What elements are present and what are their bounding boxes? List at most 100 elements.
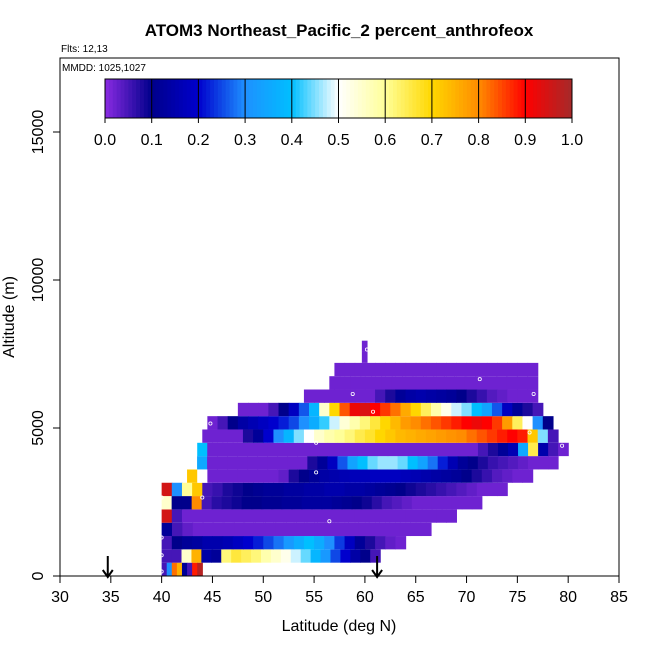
heatmap-cell	[248, 402, 259, 417]
colorbar-swatch	[322, 79, 328, 118]
heatmap-cell	[161, 482, 173, 497]
heatmap-cell	[456, 482, 468, 497]
heatmap-cell	[171, 482, 183, 497]
heatmap-cell	[415, 362, 427, 377]
colorbar-swatch	[350, 79, 355, 118]
heatmap-cell	[400, 402, 412, 417]
heatmap-cell	[360, 549, 371, 563]
heatmap-cell	[324, 536, 336, 550]
heatmap-cell	[369, 402, 381, 417]
heatmap-cell	[417, 442, 429, 457]
colorbar-swatch	[490, 79, 495, 118]
colorbar-swatch	[276, 79, 281, 118]
heatmap-cell	[389, 522, 401, 537]
heatmap-cell	[375, 362, 386, 377]
heatmap-cell	[187, 456, 198, 470]
heatmap-cell	[405, 509, 417, 523]
heatmap-cell	[288, 416, 300, 430]
colorbar-swatch	[182, 79, 188, 118]
heatmap-cell	[307, 442, 319, 457]
chart-title: ATOM3 Northeast_Pacific_2 percent_anthro…	[145, 21, 534, 40]
heatmap-cell	[391, 376, 403, 390]
colorbar-swatch	[284, 79, 289, 118]
heatmap-cell	[273, 509, 285, 523]
heatmap-cell	[461, 402, 473, 417]
heatmap-cell	[283, 509, 295, 523]
heatmap-cell	[527, 389, 539, 403]
heatmap-cell	[512, 416, 524, 430]
heatmap-cell	[334, 362, 346, 377]
heatmap-cell	[481, 402, 493, 417]
colorbar-swatch	[132, 79, 137, 118]
heatmap-cell	[437, 442, 449, 457]
heatmap-cell	[221, 549, 232, 563]
heatmap-cell	[248, 469, 259, 483]
heatmap-cell	[537, 456, 549, 470]
heatmap-cell	[212, 536, 224, 550]
heatmap-cell	[364, 362, 376, 377]
heatmap-cell	[471, 416, 483, 430]
heatmap-cell	[223, 522, 235, 537]
colorbar-tick-label: 0.0	[94, 132, 116, 149]
heatmap-cell	[423, 376, 435, 390]
colorbar-swatch	[287, 79, 293, 118]
colorbar-swatch	[155, 79, 160, 118]
heatmap-cell	[476, 362, 488, 377]
heatmap-cell	[381, 496, 393, 510]
heatmap-cell	[497, 456, 509, 470]
sample-point	[371, 409, 376, 414]
colorbar-swatch	[439, 79, 445, 118]
heatmap-cell	[375, 429, 386, 443]
heatmap-cell	[471, 496, 483, 510]
heatmap-cell	[253, 482, 264, 497]
colorbar-swatch	[478, 79, 483, 118]
heatmap-cell	[340, 549, 351, 563]
heatmap-cell	[271, 496, 283, 510]
heatmap-cell	[502, 416, 513, 430]
heatmap-cell	[283, 429, 295, 443]
heatmap-cell	[357, 456, 369, 470]
colorbar-swatch	[517, 79, 522, 118]
heatmap-cell	[451, 496, 463, 510]
heatmap-cell	[380, 416, 391, 430]
colorbar-swatch	[505, 79, 511, 118]
y-tick-label: 10000	[30, 258, 47, 303]
heatmap-cell	[241, 549, 252, 563]
heatmap-cell	[361, 351, 368, 363]
sample-points	[159, 347, 565, 574]
heatmap-cell	[241, 496, 253, 510]
colorbar-swatch	[315, 79, 320, 118]
heatmap-cell	[407, 456, 419, 470]
heatmap-cell	[324, 389, 336, 403]
heatmap-cell	[375, 509, 386, 523]
heatmap-cell	[437, 456, 449, 470]
colorbar-swatch	[447, 79, 452, 118]
heatmap-cell	[430, 469, 442, 483]
sample-point	[159, 553, 164, 558]
heatmap-cell	[368, 522, 380, 537]
heatmap-cell	[301, 496, 313, 510]
colorbar-swatch	[299, 79, 304, 118]
heatmap-cell	[354, 429, 366, 443]
heatmap-cell	[390, 469, 402, 483]
colorbar-swatch	[494, 79, 499, 118]
sample-point	[159, 535, 164, 540]
heatmap-cell	[467, 442, 479, 457]
heatmap-cell	[364, 429, 376, 443]
heatmap-cell	[330, 549, 342, 563]
heatmap-cell	[466, 429, 478, 443]
colorbar-swatch	[385, 79, 390, 118]
colorbar-swatch	[334, 79, 339, 118]
heatmap-cell	[375, 482, 386, 497]
colorbar: 0.0 0.1 0.2 0.3 0.4 0.5 0.6 0.7 0.8 0.9 1.0	[94, 78, 583, 149]
heatmap-cell	[477, 442, 489, 457]
heatmap-cell	[267, 456, 278, 470]
heatmap-cell	[475, 376, 487, 390]
heatmap-cell	[254, 522, 266, 537]
heatmap-cell	[425, 482, 437, 497]
sample-point	[527, 430, 532, 435]
colorbar-swatch	[186, 79, 192, 118]
heatmap-cell	[354, 482, 366, 497]
heatmap-cell	[337, 456, 349, 470]
heatmap-cell	[395, 482, 407, 497]
